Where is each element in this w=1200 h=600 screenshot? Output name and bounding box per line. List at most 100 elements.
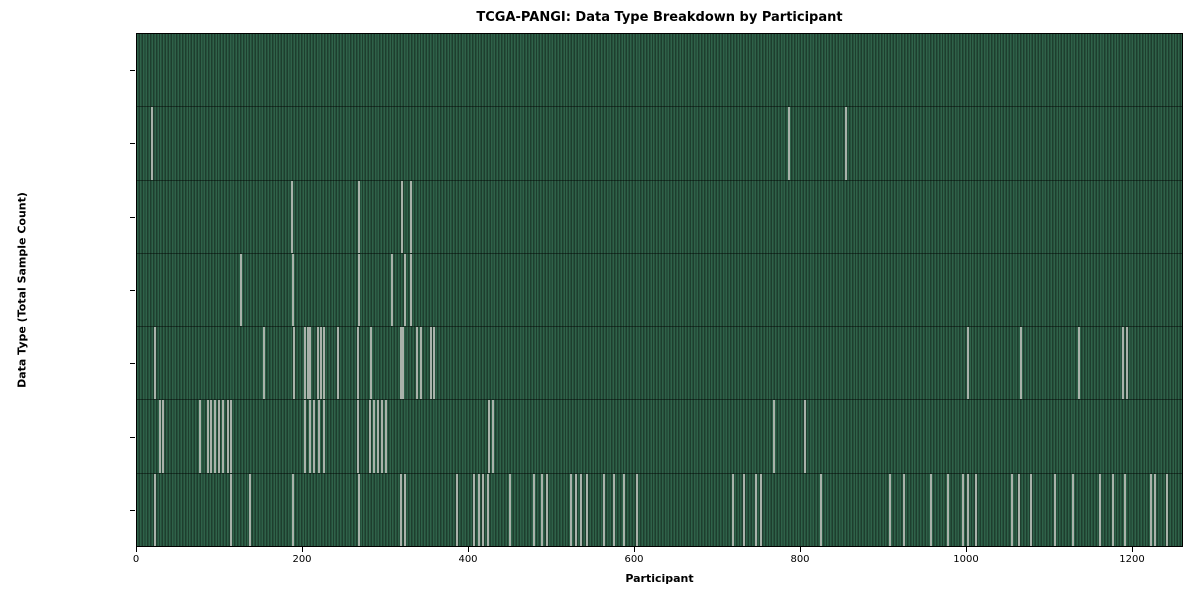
- absent-line: [209, 400, 212, 473]
- absent-line: [432, 327, 435, 400]
- absent-line: [586, 473, 589, 546]
- absent-line: [409, 180, 412, 253]
- absent-line: [1125, 327, 1128, 400]
- absent-line: [409, 253, 412, 327]
- absent-line: [391, 253, 394, 327]
- absent-line: [569, 473, 572, 546]
- y-tick-mark: [130, 143, 135, 144]
- absent-line: [214, 400, 217, 473]
- absent-line: [1019, 327, 1022, 400]
- absent-line: [416, 327, 419, 400]
- x-axis-label: Participant: [625, 572, 694, 585]
- absent-line: [804, 400, 807, 473]
- absent-line: [218, 400, 221, 473]
- x-tick-mark: [468, 547, 469, 552]
- absent-line: [323, 400, 326, 473]
- absent-line: [153, 327, 156, 400]
- absent-line: [248, 473, 251, 546]
- absent-line: [199, 400, 202, 473]
- absent-line: [159, 400, 162, 473]
- absent-line: [612, 473, 615, 546]
- absent-line: [306, 327, 309, 400]
- y-tick-mark: [130, 363, 135, 364]
- absent-line: [889, 473, 892, 546]
- absent-line: [1166, 473, 1169, 546]
- absent-line: [930, 473, 933, 546]
- absent-line: [304, 327, 307, 400]
- absent-line: [317, 400, 320, 473]
- x-tick-label: 800: [790, 554, 810, 565]
- absent-line: [356, 327, 359, 400]
- y-tick-mark: [130, 290, 135, 291]
- absent-line: [967, 327, 970, 400]
- absent-line: [291, 180, 294, 253]
- y-axis-label: Data Type (Total Sample Count): [15, 192, 29, 388]
- row-clinical: [137, 106, 1182, 180]
- absent-line: [546, 473, 549, 546]
- absent-line: [419, 327, 422, 400]
- x-tick-mark: [302, 547, 303, 552]
- absent-line: [399, 473, 402, 546]
- absent-line: [369, 400, 372, 473]
- absent-line: [974, 473, 977, 546]
- absent-line: [486, 473, 489, 546]
- absent-line: [292, 327, 295, 400]
- absent-line: [1029, 473, 1032, 546]
- absent-line: [1017, 473, 1020, 546]
- absent-line: [402, 327, 405, 400]
- absent-line: [967, 473, 970, 546]
- absent-line: [742, 473, 745, 546]
- absent-line: [947, 473, 950, 546]
- absent-line: [477, 473, 480, 546]
- absent-line: [381, 400, 384, 473]
- absent-line: [229, 400, 232, 473]
- x-tick-label: 1000: [953, 554, 979, 565]
- x-tick-label: 0: [132, 554, 140, 565]
- x-tick-mark: [966, 547, 967, 552]
- absent-line: [1123, 473, 1126, 546]
- absent-line: [755, 473, 758, 546]
- absent-line: [488, 400, 491, 473]
- absent-line: [491, 400, 494, 473]
- absent-line: [399, 327, 402, 400]
- x-tick-mark: [634, 547, 635, 552]
- absent-line: [291, 253, 294, 327]
- absent-line: [456, 473, 459, 546]
- absent-line: [1011, 473, 1014, 546]
- absent-line: [1111, 473, 1114, 546]
- row-methylation: [137, 252, 1182, 327]
- absent-line: [358, 473, 361, 546]
- absent-line: [356, 400, 359, 473]
- absent-line: [308, 400, 311, 473]
- row-maf: [137, 399, 1182, 473]
- absent-line: [384, 400, 387, 473]
- absent-line: [291, 473, 294, 546]
- absent-line: [206, 400, 209, 473]
- absent-line: [1054, 473, 1057, 546]
- absent-line: [961, 473, 964, 546]
- absent-line: [358, 253, 361, 327]
- absent-line: [574, 473, 577, 546]
- y-tick-mark: [130, 217, 135, 218]
- absent-line: [320, 327, 323, 400]
- x-tick-label: 200: [292, 554, 312, 565]
- row-mir: [137, 326, 1182, 400]
- absent-line: [262, 327, 265, 400]
- absent-line: [1149, 473, 1152, 546]
- chart-title: TCGA-PANGI: Data Type Breakdown by Parti…: [476, 10, 843, 25]
- absent-line: [1078, 327, 1081, 400]
- absent-line: [304, 400, 307, 473]
- absent-line: [358, 180, 361, 253]
- y-tick-mark: [130, 437, 135, 438]
- x-tick-label: 600: [624, 554, 644, 565]
- absent-line: [760, 473, 763, 546]
- row-cn: [137, 179, 1182, 253]
- absent-line: [509, 473, 512, 546]
- absent-line: [373, 400, 376, 473]
- absent-line: [579, 473, 582, 546]
- absent-line: [377, 400, 380, 473]
- absent-line: [429, 327, 432, 400]
- absent-line: [229, 473, 232, 546]
- absent-line: [819, 473, 822, 546]
- row-bcr: [137, 34, 1182, 107]
